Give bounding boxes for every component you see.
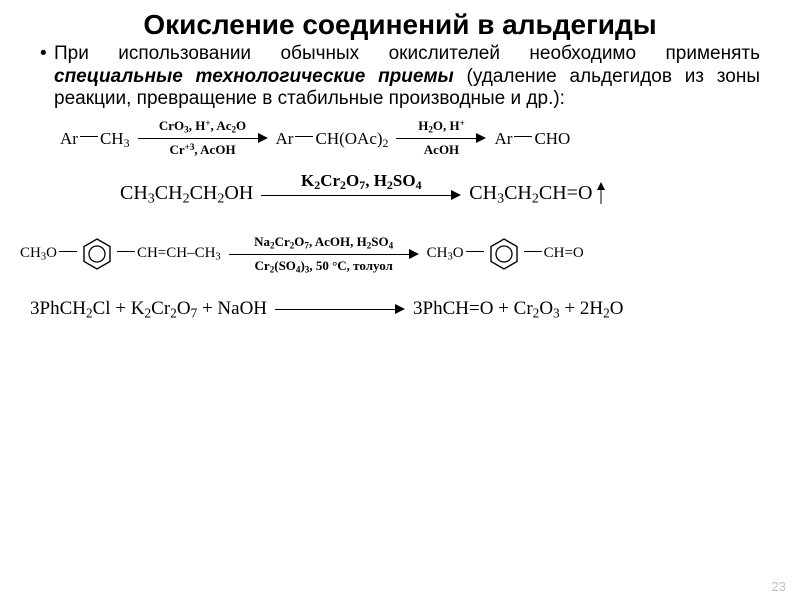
r1-mid: ArCH(OAc)2 <box>276 130 389 148</box>
r4-arrow <box>275 304 405 314</box>
r2-left: CH3CH2CH2OH <box>120 183 253 204</box>
benzene-ring-icon <box>486 236 522 272</box>
reaction-3: CH3O CH=CH–CH3 Na2Cr2O7, AcOH, H2SO4 Cr2 <box>20 235 760 274</box>
r3-right-cho: CH=O <box>544 246 584 262</box>
r3-right-sub: CH3O <box>427 246 464 262</box>
r1-right: ArCHO <box>494 130 570 148</box>
r1-arrow-2: H2O, H+ AcOH <box>396 119 486 158</box>
reaction-1: ArCH3 CrO3, H+, Ac2O Cr+3, AcOH ArCH(OAc… <box>60 119 760 158</box>
chemistry-block: ArCH3 CrO3, H+, Ac2O Cr+3, AcOH ArCH(OAc… <box>40 119 760 319</box>
paragraph-emph: специальные технологические приемы <box>54 66 454 87</box>
paragraph-pre: При использовании обычных окислителей не… <box>54 43 760 64</box>
paragraph: • При использовании обычных окислителей … <box>40 43 760 111</box>
bullet-dot: • <box>40 43 54 111</box>
r1-arrow-1: CrO3, H+, Ac2O Cr+3, AcOH <box>138 119 268 158</box>
page-number: 23 <box>772 579 786 594</box>
r3-mid-sub: CH=CH–CH3 <box>137 246 221 262</box>
slide: Окисление соединений в альдегиды • При и… <box>0 0 800 600</box>
slide-title: Окисление соединений в альдегиды <box>40 10 760 41</box>
r3-left-sub: CH3O <box>20 246 57 262</box>
gas-up-arrow-icon <box>596 182 606 204</box>
r1-left: ArCH3 <box>60 130 130 148</box>
r2-right: CH3CH2CH=O <box>469 183 592 204</box>
r3-arrow: Na2Cr2O7, AcOH, H2SO4 Cr2(SO4)3, 50 °C, … <box>229 235 419 274</box>
benzene-ring-icon <box>79 236 115 272</box>
r4-right: 3PhCH=O + Cr2O3 + 2H2O <box>413 299 624 319</box>
reaction-4: 3PhCH2Cl + K2Cr2O7 + NaOH 3PhCH=O + Cr2O… <box>30 299 760 319</box>
reaction-2: CH3CH2CH2OH K2Cr2O7, H2SO4 CH3CH2CH=O <box>120 172 760 215</box>
r4-left: 3PhCH2Cl + K2Cr2O7 + NaOH <box>30 299 267 319</box>
r2-arrow: K2Cr2O7, H2SO4 <box>261 172 461 215</box>
paragraph-text: При использовании обычных окислителей не… <box>54 43 760 111</box>
